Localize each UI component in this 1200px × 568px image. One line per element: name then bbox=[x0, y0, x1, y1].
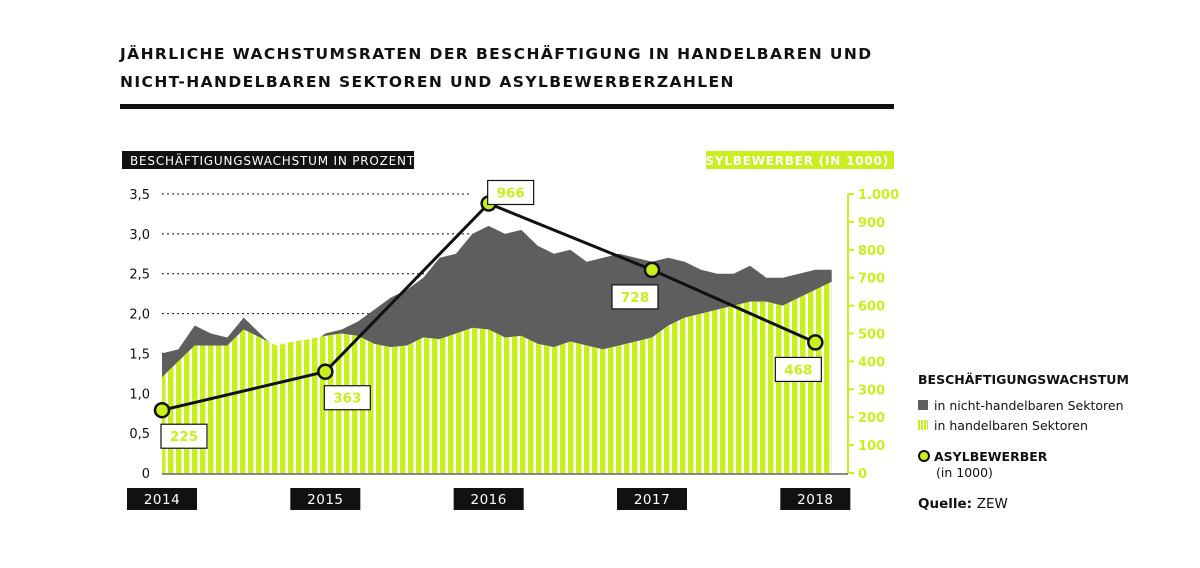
x-tick-label: 2015 bbox=[307, 492, 343, 508]
area-tradable bbox=[162, 281, 832, 473]
legend-marker-asyl bbox=[918, 450, 930, 462]
left-tick-label: 3,5 bbox=[129, 188, 150, 203]
right-tick-label: 900 bbox=[858, 216, 885, 231]
x-tick-label: 2018 bbox=[797, 492, 833, 508]
asyl-data-label: 728 bbox=[621, 290, 649, 306]
title-rule bbox=[120, 104, 894, 109]
legend-item-tradable: in handelbaren Sektoren bbox=[918, 415, 1188, 435]
source-label: Quelle: bbox=[918, 496, 973, 512]
x-tick-label-bg bbox=[127, 488, 197, 510]
left-tick-label: 1,5 bbox=[129, 347, 150, 362]
right-axis-label: ASYLBEWERBER (IN 1000) bbox=[695, 154, 889, 168]
left-tick-label: 1,0 bbox=[129, 387, 150, 402]
asyl-data-label: 225 bbox=[170, 429, 198, 445]
left-tick-label: 2,5 bbox=[129, 268, 150, 283]
left-tick-label: 0,5 bbox=[129, 427, 150, 442]
chart-title-line-1: JÄHRLICHE WACHSTUMSRATEN DER BESCHÄFTIGU… bbox=[120, 45, 873, 63]
legend-item-nontradable: in nicht-handelbaren Sektoren bbox=[918, 395, 1188, 415]
x-tick-label-bg bbox=[290, 488, 361, 510]
x-tick-label-bg bbox=[780, 488, 851, 510]
asyl-data-label: 966 bbox=[497, 185, 525, 201]
legend-swatch-nontradable bbox=[918, 400, 928, 410]
legend-label-nontradable: in nicht-handelbaren Sektoren bbox=[934, 397, 1124, 413]
right-tick-label: 700 bbox=[858, 272, 885, 287]
legend-heading: BESCHÄFTIGUNGSWACHSTUM bbox=[918, 372, 1129, 387]
x-tick-label: 2016 bbox=[470, 492, 506, 508]
source-note: Quelle: ZEW bbox=[918, 496, 1008, 512]
legend: BESCHÄFTIGUNGSWACHSTUM in nicht-handelba… bbox=[918, 372, 1188, 483]
x-tick-label: 2017 bbox=[634, 492, 670, 508]
asyl-data-label: 363 bbox=[333, 391, 361, 407]
chart-title: JÄHRLICHE WACHSTUMSRATEN DER BESCHÄFTIGU… bbox=[120, 40, 900, 96]
right-tick-label: 1.000 bbox=[858, 188, 899, 203]
source-value: ZEW bbox=[976, 496, 1008, 512]
right-tick-label: 200 bbox=[858, 411, 885, 426]
right-tick-label: 600 bbox=[858, 300, 885, 315]
asyl-data-label: 468 bbox=[784, 362, 812, 378]
asyl-label-box bbox=[611, 284, 659, 310]
right-tick-label: 800 bbox=[858, 244, 885, 259]
legend-item-asyl: ASYLBEWERBER bbox=[918, 447, 1188, 465]
asyl-label-box bbox=[774, 356, 822, 383]
left-tick-label: 2,0 bbox=[129, 308, 150, 323]
right-tick-label: 100 bbox=[858, 439, 885, 454]
left-tick-label: 3,0 bbox=[129, 228, 150, 243]
asyl-label-box bbox=[487, 179, 535, 206]
right-axis-label-bg bbox=[706, 151, 894, 169]
asyl-marker bbox=[643, 261, 661, 279]
asyl-marker bbox=[153, 401, 171, 419]
x-tick-label-bg bbox=[453, 488, 524, 510]
legend-label-asyl: ASYLBEWERBER bbox=[934, 448, 1048, 464]
chart-title-line-2: NICHT-HANDELBAREN SEKTOREN UND ASYLBEWER… bbox=[120, 73, 735, 91]
legend-label-tradable: in handelbaren Sektoren bbox=[934, 417, 1088, 433]
right-tick-label: 0 bbox=[858, 467, 867, 482]
right-tick-label: 500 bbox=[858, 328, 885, 343]
left-axis-label: BESCHÄFTIGUNGSWACHSTUM IN PROZENT bbox=[130, 153, 415, 168]
right-tick-label: 300 bbox=[858, 383, 885, 398]
asyl-marker bbox=[317, 363, 334, 380]
asyl-marker bbox=[807, 334, 824, 351]
x-tick-label-bg bbox=[617, 488, 687, 510]
x-tick-label: 2014 bbox=[144, 492, 180, 508]
left-axis-label-bg bbox=[122, 151, 414, 169]
legend-swatch-tradable bbox=[918, 420, 928, 430]
right-tick-label: 400 bbox=[858, 355, 885, 370]
left-tick-label: 0 bbox=[142, 467, 150, 482]
legend-unit-asyl: (in 1000) bbox=[936, 465, 993, 480]
asyl-label-box bbox=[160, 423, 208, 449]
asyl-label-box bbox=[323, 385, 371, 411]
